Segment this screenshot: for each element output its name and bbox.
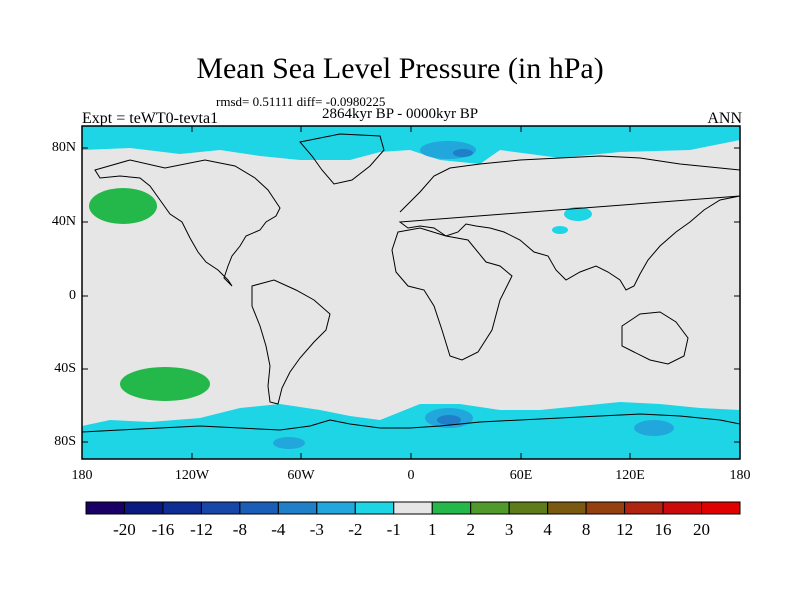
coastlines bbox=[82, 133, 740, 433]
north-america-coast bbox=[94, 159, 281, 287]
lon-label-180e: 180 bbox=[729, 468, 751, 483]
lon-label-120w: 120W bbox=[174, 468, 210, 483]
colorbar-box bbox=[239, 501, 279, 515]
asia-negative-patch-2 bbox=[552, 226, 568, 234]
colorbar-box bbox=[162, 501, 202, 515]
arctic-negative-center bbox=[453, 149, 473, 157]
colorbar-box bbox=[200, 501, 241, 515]
colorbar-box bbox=[585, 501, 626, 515]
colorbar-label: 3 bbox=[504, 520, 514, 539]
arctic-negative-region bbox=[82, 126, 740, 164]
lat-label-40n: 40N bbox=[51, 214, 76, 229]
antarctic-negative-center bbox=[437, 415, 461, 425]
colorbar-label: 8 bbox=[581, 520, 591, 539]
antarctica-coast bbox=[82, 413, 740, 433]
stats-text: rmsd= 0.51111 diff= -0.0980225 bbox=[216, 94, 386, 109]
colorbar-label: 1 bbox=[427, 520, 437, 539]
antarctic-negative-region bbox=[82, 402, 740, 459]
lon-label-60e: 60E bbox=[509, 468, 533, 483]
africa-coast bbox=[391, 227, 513, 361]
colorbar-label: 2 bbox=[466, 520, 475, 539]
axis-ticks bbox=[81, 126, 741, 459]
map-title: Mean Sea Level Pressure (in hPa) bbox=[196, 52, 604, 85]
colorbar-label: -2 bbox=[348, 520, 363, 539]
south-america-coast bbox=[251, 279, 331, 405]
lon-label-180w: 180 bbox=[71, 468, 93, 483]
experiment-label: Expt = teWT0-tevta1 bbox=[82, 110, 219, 127]
colorbar-box bbox=[624, 501, 664, 515]
north-pacific-positive bbox=[89, 188, 157, 224]
lat-label-80n: 80N bbox=[51, 140, 76, 155]
colorbar-label: 12 bbox=[616, 520, 634, 539]
lon-label-0: 0 bbox=[407, 468, 415, 483]
lon-label-120e: 120E bbox=[615, 468, 645, 483]
colorbar-box bbox=[123, 501, 164, 515]
colorbar-box bbox=[701, 501, 741, 515]
season-label: ANN bbox=[707, 110, 742, 127]
period-text: 2864kyr BP - 0000kyr BP bbox=[321, 106, 479, 122]
colorbar-box bbox=[316, 501, 356, 515]
colorbar-label: -20 bbox=[113, 520, 136, 539]
colorbar-box bbox=[277, 501, 318, 515]
lat-label-0: 0 bbox=[69, 288, 76, 303]
colorbar-label: -3 bbox=[309, 520, 324, 539]
lat-label-80s: 80S bbox=[54, 434, 76, 449]
colorbar-box bbox=[393, 501, 433, 515]
colorbar-label: -8 bbox=[232, 520, 247, 539]
antarctic-negative-core-3 bbox=[634, 420, 674, 436]
colorbar-label: 20 bbox=[693, 520, 711, 539]
eurasia-coast bbox=[398, 155, 740, 291]
greenland-coast bbox=[299, 133, 385, 185]
colorbar-box bbox=[547, 501, 587, 515]
colorbar-box bbox=[85, 501, 125, 515]
colorbar-label: -12 bbox=[190, 520, 213, 539]
colorbar-box bbox=[354, 501, 395, 515]
lon-label-60w: 60W bbox=[287, 468, 315, 483]
colorbar-label: 16 bbox=[654, 520, 672, 539]
colorbar-label: -4 bbox=[271, 520, 286, 539]
australia-coast bbox=[621, 311, 689, 365]
colorbar-box bbox=[662, 501, 703, 515]
colorbar-label: -1 bbox=[386, 520, 401, 539]
lat-label-40s: 40S bbox=[54, 361, 76, 376]
colorbar-label: 4 bbox=[543, 520, 552, 539]
colorbar-box bbox=[508, 501, 549, 515]
asia-negative-patch bbox=[564, 207, 592, 221]
anomaly-fields bbox=[82, 126, 740, 459]
colorbar-box bbox=[431, 501, 472, 515]
colorbar-label: -16 bbox=[151, 520, 175, 539]
colorbar bbox=[85, 501, 741, 515]
antarctic-negative-core-2 bbox=[273, 437, 305, 449]
colorbar-box bbox=[470, 501, 510, 515]
south-pacific-positive bbox=[120, 367, 210, 401]
